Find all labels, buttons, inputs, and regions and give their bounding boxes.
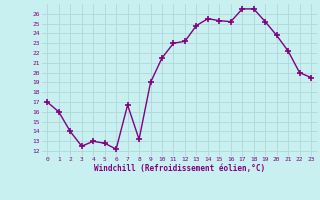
X-axis label: Windchill (Refroidissement éolien,°C): Windchill (Refroidissement éolien,°C) [94,164,265,173]
